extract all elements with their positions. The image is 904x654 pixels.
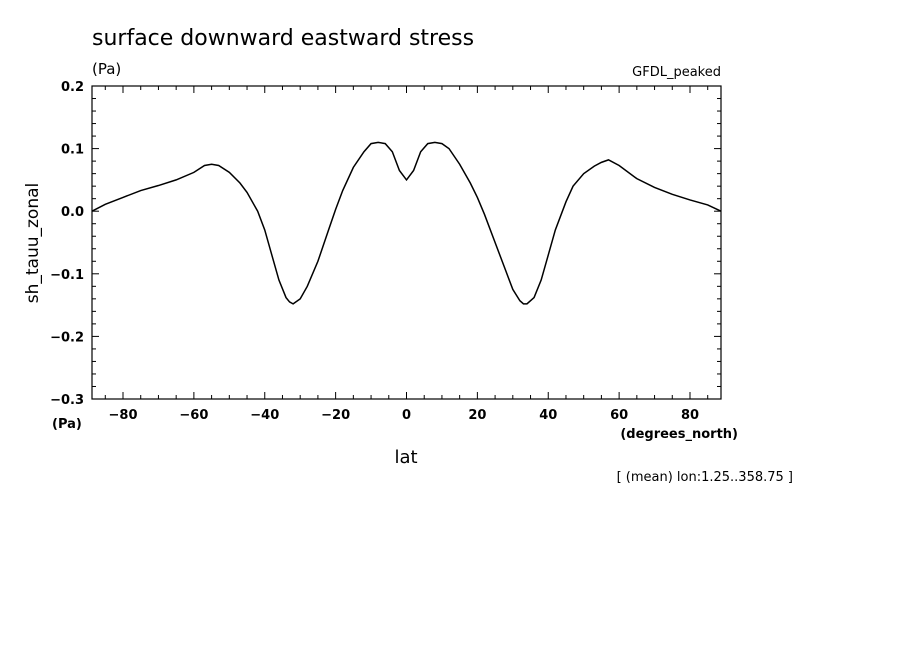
chart-title: surface downward eastward stress xyxy=(92,26,474,51)
y-axis-label: sh_tauu_zonal xyxy=(23,183,43,304)
x-tick-label: 20 xyxy=(468,408,486,423)
y-tick-label: 0.2 xyxy=(61,80,84,95)
y-axis: −0.3 −0.2 −0.1 0.0 0.1 0.2 xyxy=(50,80,721,408)
x-tick-label: −80 xyxy=(109,408,138,423)
y-units-label: (Pa) xyxy=(52,417,82,432)
plot-frame xyxy=(91,85,722,400)
x-tick-label: 0 xyxy=(402,408,411,423)
x-tick-label: −40 xyxy=(250,408,279,423)
model-label: GFDL_peaked xyxy=(632,65,721,80)
y-tick-label: −0.2 xyxy=(50,330,84,345)
x-tick-label: 80 xyxy=(681,408,699,423)
x-axis: −80 −60 −40 −20 0 20 40 60 80 xyxy=(104,86,709,423)
x-units-label: (degrees_north) xyxy=(620,427,738,442)
y-tick-label: −0.1 xyxy=(50,268,84,283)
series-line-sh-tauu-zonal xyxy=(91,141,722,305)
footnote: [ (mean) lon:1.25..358.75 ] xyxy=(617,470,793,485)
x-tick-label: 60 xyxy=(610,408,628,423)
x-axis-label: lat xyxy=(394,447,417,468)
y-tick-label: 0.1 xyxy=(61,143,84,158)
chart-units-label: (Pa) xyxy=(92,60,121,78)
x-tick-label: 40 xyxy=(539,408,557,423)
x-tick-label: −60 xyxy=(179,408,208,423)
y-tick-label: 0.0 xyxy=(61,205,84,220)
y-tick-label: −0.3 xyxy=(50,393,84,408)
x-tick-label: −20 xyxy=(321,408,350,423)
